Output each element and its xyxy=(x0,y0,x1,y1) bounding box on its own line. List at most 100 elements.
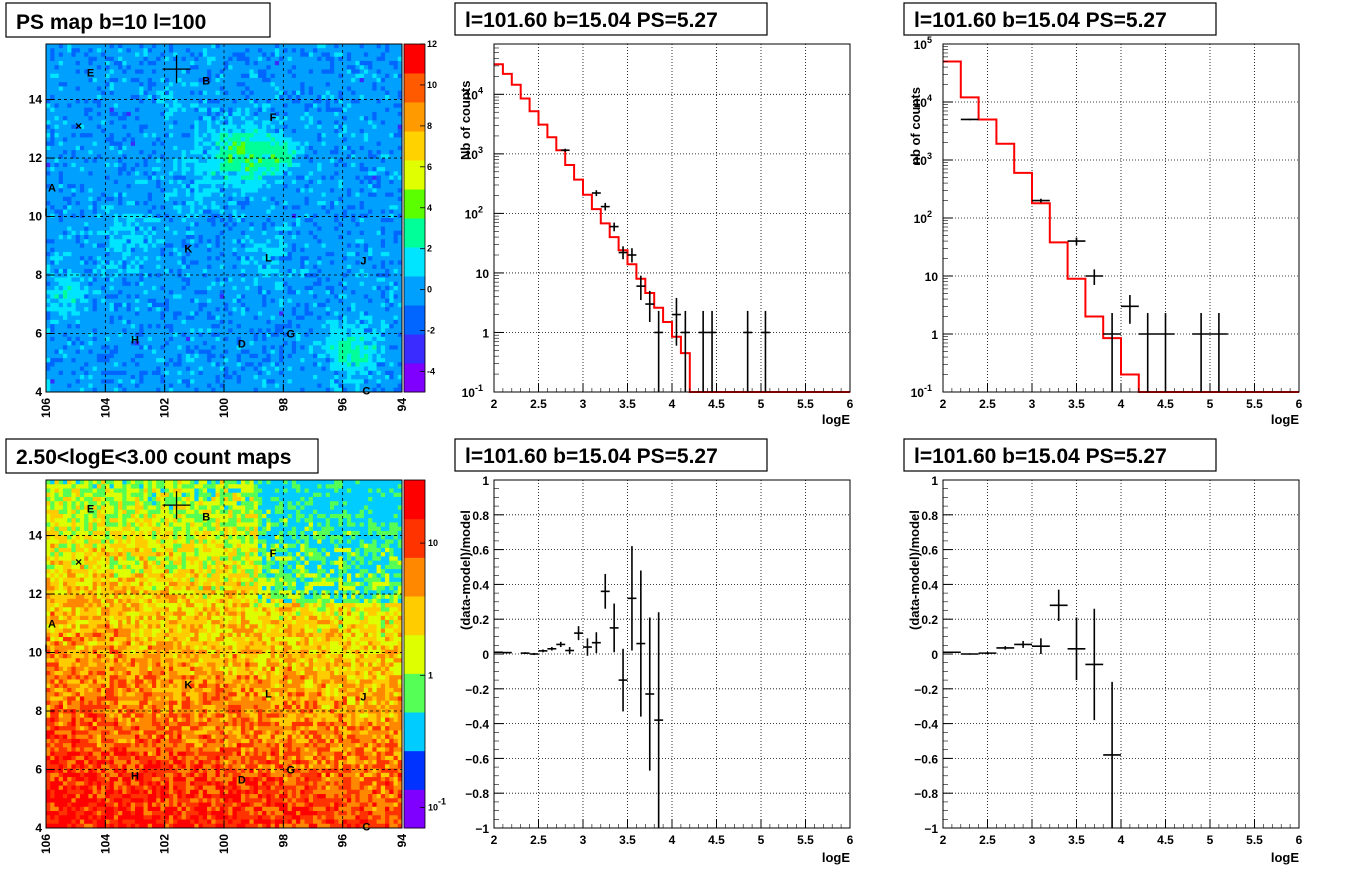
psmap-cell xyxy=(198,145,204,151)
psmap-cell xyxy=(130,158,136,164)
psmap-cell xyxy=(313,268,318,274)
psmap-cell xyxy=(338,209,344,215)
psmap-cell xyxy=(109,188,115,193)
psmap-cell xyxy=(228,179,233,185)
psmap-cell xyxy=(262,247,267,253)
psmap-cell xyxy=(262,222,267,227)
psmap-cell xyxy=(101,145,106,151)
psmap-cell xyxy=(215,120,221,126)
psmap-cell xyxy=(160,277,166,283)
psmap-cell xyxy=(62,124,68,130)
psmap-cell xyxy=(109,196,115,202)
psmap-cell xyxy=(211,260,216,266)
psmap-cell xyxy=(325,234,331,240)
psmap-cell xyxy=(139,188,144,193)
psmap-cell xyxy=(207,48,212,53)
psmap-cell xyxy=(185,116,191,121)
psmap-cell xyxy=(143,175,149,181)
psmap-cell xyxy=(92,48,98,53)
psmap-cell xyxy=(96,243,102,249)
psmap-cell xyxy=(274,264,280,270)
psmap-cell xyxy=(207,120,212,126)
psmap-cell xyxy=(202,290,208,295)
psmap-cell xyxy=(160,48,166,53)
psmap-cell xyxy=(164,175,170,181)
psmap-cell xyxy=(190,162,195,168)
psmap-cell xyxy=(79,150,85,155)
psmap-cell xyxy=(389,94,394,100)
psmap-cell xyxy=(130,251,136,257)
psmap-cell xyxy=(355,196,361,202)
psmap-cell xyxy=(75,192,81,198)
psmap-cell xyxy=(156,201,161,206)
psmap-cell xyxy=(143,145,149,151)
psmap-cell xyxy=(198,167,204,172)
psmap-cell xyxy=(296,60,301,66)
psmap-cell xyxy=(359,137,365,143)
psmap-cell xyxy=(232,90,238,96)
psmap-cell xyxy=(389,239,394,244)
psmap-cell xyxy=(389,196,394,202)
psmap-cell xyxy=(257,167,263,172)
psmap-cell xyxy=(245,162,250,168)
psmap-cell xyxy=(359,222,365,227)
psmap-cell xyxy=(105,285,110,291)
psmap-cell xyxy=(177,73,183,79)
psmap-cell xyxy=(342,128,348,134)
psmap-cell xyxy=(92,247,98,253)
psmap-cell xyxy=(75,60,81,66)
psmap-cell xyxy=(313,158,318,164)
psmap-cell xyxy=(363,99,369,104)
psmap-cell xyxy=(62,256,68,261)
psmap-cell xyxy=(75,111,81,117)
psmap-cell xyxy=(109,133,115,138)
psmap-cell xyxy=(291,243,297,249)
psmap-cell xyxy=(393,150,399,155)
psmap-cell xyxy=(67,230,72,236)
psmap-cell xyxy=(173,264,178,270)
psmap-cell xyxy=(304,175,310,181)
psmap-cell xyxy=(219,285,225,291)
psmap-cell xyxy=(266,171,272,176)
psmap-cell xyxy=(249,150,255,155)
psmap-cell xyxy=(342,141,348,147)
psmap-cell xyxy=(151,226,157,232)
psmap-cell xyxy=(317,52,322,58)
psmap-cell xyxy=(317,268,322,274)
psmap-cell xyxy=(219,205,225,210)
psmap-cell xyxy=(351,150,356,155)
psmap-cell xyxy=(296,133,301,138)
psmap-cell xyxy=(135,234,140,240)
psmap-cell xyxy=(135,184,140,189)
psmap-cell xyxy=(253,150,259,155)
psmap-cell xyxy=(385,145,390,151)
psmap-cell xyxy=(207,247,212,253)
psmap-cell xyxy=(58,273,64,278)
psmap-cell xyxy=(346,94,352,100)
psmap-cell xyxy=(274,90,280,96)
psmap-cell xyxy=(228,99,233,104)
psmap-cell xyxy=(118,150,123,155)
psmap-cell xyxy=(389,60,394,66)
psmap-cell xyxy=(372,171,377,176)
psmap-cell xyxy=(46,196,51,202)
psmap-cell xyxy=(253,94,259,100)
psmap-cell xyxy=(118,175,123,181)
psmap-cell xyxy=(122,128,127,134)
psmap-cell xyxy=(105,124,110,130)
psmap-cell xyxy=(325,196,331,202)
psmap-cell xyxy=(135,226,140,232)
psmap-cell xyxy=(389,158,394,164)
psmap-cell xyxy=(75,290,81,295)
psmap-cell xyxy=(207,256,212,261)
psmap-cell xyxy=(96,273,102,278)
psmap-cell xyxy=(126,268,132,274)
psmap-cell xyxy=(240,124,246,130)
psmap-cell xyxy=(118,230,123,236)
psmap-cell xyxy=(190,209,195,215)
psmap-cell xyxy=(113,60,119,66)
psmap-cell xyxy=(346,256,352,261)
psmap-cell xyxy=(224,184,229,189)
psmap-cell xyxy=(342,171,348,176)
psmap-cell xyxy=(253,213,259,219)
